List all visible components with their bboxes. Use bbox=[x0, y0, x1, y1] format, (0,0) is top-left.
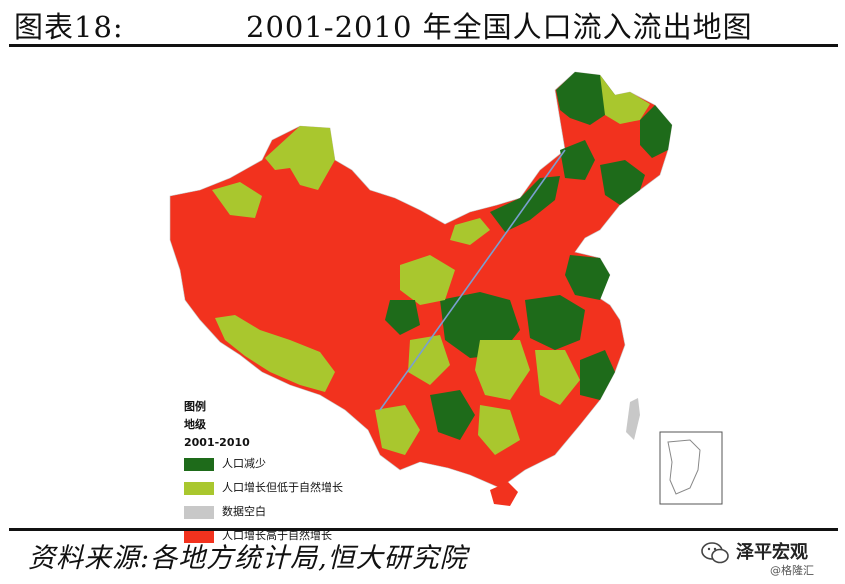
region-central-green-2 bbox=[525, 295, 585, 350]
legend-swatch-above-natural bbox=[184, 530, 214, 543]
bottom-rule bbox=[9, 528, 838, 531]
region-southwest-lime bbox=[375, 405, 420, 455]
legend-swatch-decrease bbox=[184, 458, 214, 471]
legend-label: 人口减少 bbox=[222, 457, 266, 470]
region-south-green bbox=[430, 390, 475, 440]
region-central-lime-3 bbox=[535, 350, 580, 405]
region-west-green bbox=[385, 300, 420, 335]
legend-period: 2001-2010 bbox=[184, 436, 250, 449]
region-north-lime bbox=[450, 218, 490, 245]
legend-item: 人口增长高于自然增长 bbox=[184, 526, 384, 548]
legend-swatch-below-natural bbox=[184, 482, 214, 495]
figure-header: 图表18: 2001-2010 年全国人口流入流出地图 bbox=[0, 0, 845, 46]
region-liaoning bbox=[560, 140, 595, 180]
region-xinjiang-north bbox=[265, 126, 335, 190]
wechat-icon bbox=[700, 540, 730, 570]
inset-islands bbox=[667, 439, 701, 495]
region-southeast-green bbox=[580, 350, 615, 400]
hu-line bbox=[379, 149, 566, 411]
legend-title: 图例 bbox=[184, 400, 206, 413]
brand-watermark: 泽平宏观 @格隆汇 bbox=[700, 538, 840, 578]
source-note: 资料来源:各地方统计局,恒大研究院 bbox=[28, 543, 468, 574]
region-sichuan-lime bbox=[408, 335, 450, 385]
legend-subtitle: 地级 bbox=[184, 418, 206, 431]
map-legend: 图例 地级 2001-2010 人口减少 人口增长但低于自然增长 数据空白 人口… bbox=[184, 398, 384, 548]
region-northeast-top bbox=[556, 72, 615, 125]
figure-number: 图表18: bbox=[14, 10, 124, 44]
legend-item: 人口减少 bbox=[184, 454, 384, 476]
region-jilin bbox=[600, 160, 645, 205]
region-xinjiang-west bbox=[212, 182, 262, 218]
region-east-green bbox=[565, 255, 610, 300]
brand-name: 泽平宏观 bbox=[736, 542, 808, 563]
map-canvas bbox=[169, 71, 723, 506]
region-taiwan bbox=[626, 398, 640, 440]
south-china-sea-inset bbox=[659, 431, 723, 505]
region-hainan bbox=[490, 482, 518, 506]
legend-item: 人口增长但低于自然增长 bbox=[184, 478, 384, 500]
region-central-lime-1 bbox=[400, 255, 455, 305]
region-northeast-east bbox=[640, 105, 672, 158]
region-south-lime bbox=[478, 405, 520, 455]
legend-label: 人口增长但低于自然增长 bbox=[222, 481, 343, 494]
top-rule bbox=[9, 44, 838, 47]
region-tibet-south bbox=[215, 315, 335, 392]
legend-label: 数据空白 bbox=[222, 505, 266, 518]
region-northeast-lime bbox=[600, 75, 650, 124]
region-inner-mongolia bbox=[490, 176, 560, 232]
legend-item: 数据空白 bbox=[184, 502, 384, 524]
legend-label: 人口增长高于自然增长 bbox=[222, 529, 332, 542]
legend-swatch-no-data bbox=[184, 506, 214, 519]
figure-title: 2001-2010 年全国人口流入流出地图 bbox=[246, 10, 753, 44]
brand-handle: @格隆汇 bbox=[770, 564, 814, 577]
region-central-lime-2 bbox=[475, 340, 530, 400]
china-population-map: 图例 地级 2001-2010 人口减少 人口增长但低于自然增长 数据空白 人口… bbox=[0, 48, 845, 543]
